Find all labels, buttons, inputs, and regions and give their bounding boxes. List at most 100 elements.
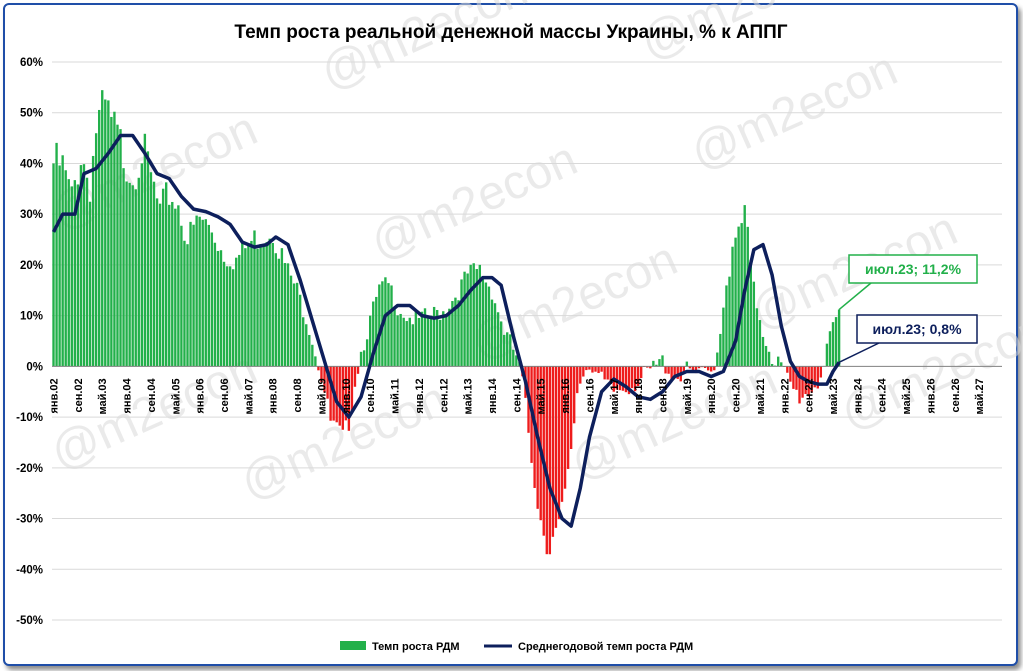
bar — [280, 248, 284, 367]
bar — [201, 219, 204, 367]
bar — [451, 301, 454, 367]
bar — [277, 258, 281, 367]
x-tick-label: сен.16 — [584, 378, 596, 412]
bar — [472, 263, 475, 367]
bar — [828, 331, 832, 367]
bar — [810, 366, 813, 393]
bar — [64, 170, 67, 367]
bar — [311, 344, 314, 367]
bar — [408, 317, 411, 367]
bar — [713, 366, 716, 371]
bar — [426, 315, 430, 367]
bar — [761, 336, 765, 367]
bar — [706, 366, 710, 371]
bar — [317, 366, 320, 371]
bar — [396, 315, 399, 367]
watermark-text: @m2econ — [313, 0, 535, 100]
bar — [369, 315, 372, 367]
bar — [155, 198, 159, 367]
bar — [633, 366, 637, 392]
bar — [372, 301, 375, 367]
bar — [764, 345, 768, 367]
bar — [302, 317, 305, 367]
x-tick-label: сен.14 — [511, 377, 523, 412]
x-tick-label: май.17 — [609, 378, 621, 414]
bar — [268, 238, 271, 367]
bar — [566, 366, 570, 469]
bar — [247, 243, 250, 367]
x-tick-label: май.13 — [463, 378, 475, 414]
bar — [719, 333, 722, 367]
bar — [454, 297, 457, 367]
y-tick-label: 0% — [26, 361, 43, 373]
bar — [241, 241, 244, 367]
bar — [320, 366, 323, 383]
bar — [506, 332, 509, 367]
bar — [463, 271, 466, 367]
bar — [594, 366, 597, 372]
bar — [636, 366, 640, 387]
bar — [582, 366, 585, 377]
x-tick-label: янв.06 — [195, 378, 207, 413]
bar — [55, 142, 58, 367]
bar — [639, 366, 643, 379]
legend-label-bar: Темп роста РДМ — [372, 641, 460, 653]
bar — [207, 224, 210, 367]
bar — [484, 282, 488, 367]
callout-label: июл.23; 11,2% — [865, 261, 962, 277]
bar — [402, 317, 405, 367]
x-tick-label: май.27 — [974, 378, 986, 414]
x-tick-label: май.11 — [390, 378, 402, 414]
legend-label-line: Среднегодовой темп роста РДМ — [518, 641, 693, 653]
bar — [85, 177, 89, 367]
bar — [295, 282, 299, 367]
bar — [168, 204, 171, 367]
bar — [609, 366, 612, 381]
bar — [515, 355, 518, 367]
bar-series — [52, 90, 841, 555]
bar — [152, 181, 156, 367]
x-tick-label: сен.10 — [365, 378, 377, 412]
bar — [834, 317, 838, 367]
bar — [329, 366, 332, 421]
bar — [560, 366, 564, 502]
bar — [618, 366, 622, 391]
chart-title: Темп роста реальной денежной массы Украи… — [234, 22, 787, 43]
bar — [183, 240, 186, 367]
bar — [161, 188, 165, 367]
bar — [186, 244, 189, 367]
x-tick-label: сен.20 — [731, 378, 743, 412]
bar — [658, 359, 661, 367]
bar — [308, 334, 311, 367]
callout-leader — [838, 342, 880, 363]
callout-box — [848, 254, 978, 284]
bar — [417, 317, 421, 367]
bar — [795, 366, 798, 390]
bar — [107, 100, 110, 367]
bar — [676, 366, 679, 379]
bar — [143, 133, 147, 367]
bar — [737, 226, 740, 367]
bar — [289, 275, 293, 367]
bar — [228, 266, 232, 367]
bar — [338, 366, 341, 426]
bar — [716, 352, 719, 367]
x-tick-label: май.19 — [682, 378, 694, 414]
x-tick-label: янв.14 — [487, 377, 499, 413]
y-tick-label: 50% — [20, 108, 43, 120]
x-tick-label: сен.08 — [292, 378, 304, 412]
bar — [615, 366, 619, 390]
bar — [691, 366, 695, 372]
x-tick-label: май.25 — [901, 378, 913, 414]
bar — [469, 264, 472, 367]
x-tick-label: сен.12 — [438, 378, 450, 412]
bar — [146, 151, 150, 367]
bar — [238, 254, 241, 367]
bar — [222, 261, 226, 367]
x-tick-label: сен.02 — [73, 378, 85, 412]
bar — [70, 186, 73, 367]
bar — [292, 283, 296, 367]
bar — [359, 351, 363, 367]
bar — [235, 257, 238, 367]
x-tick-label: сен.06 — [219, 378, 231, 412]
